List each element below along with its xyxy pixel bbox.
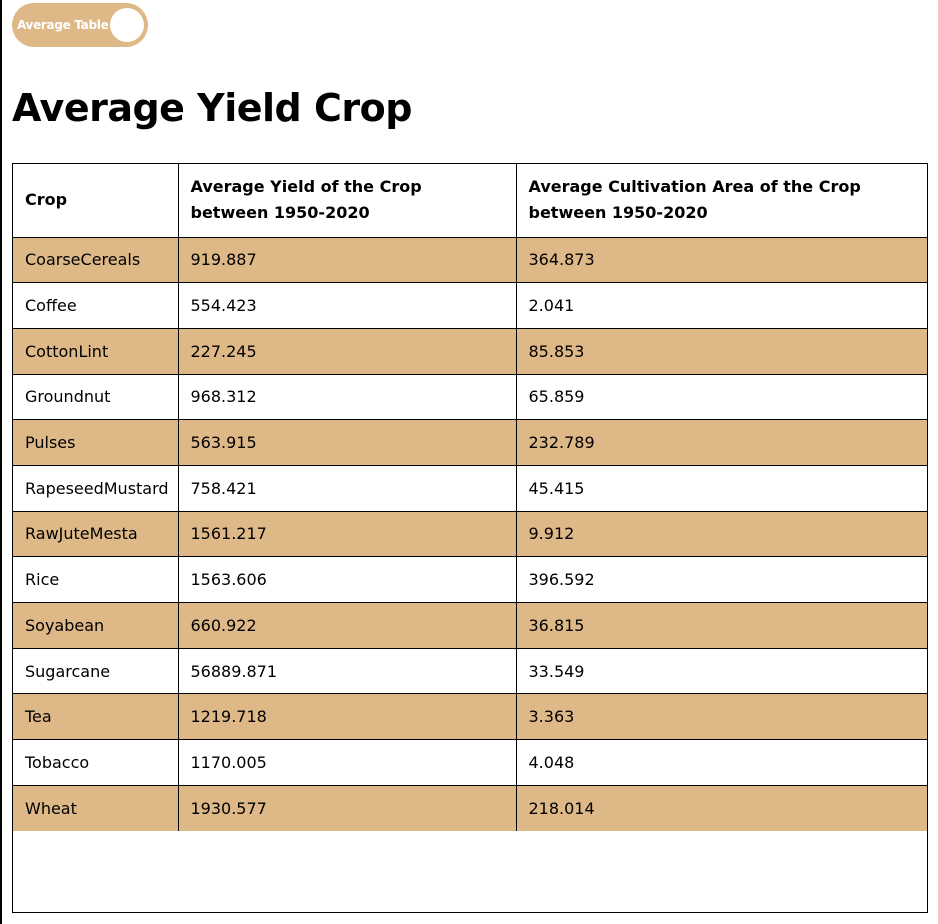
cell-crop: Soyabean <box>13 602 178 649</box>
table-row: CottonLint 227.245 85.853 <box>13 328 927 375</box>
cell-area: 218.014 <box>515 785 927 831</box>
cell-crop: CottonLint <box>13 328 178 375</box>
cell-yield: 919.887 <box>177 237 516 284</box>
table-row: Tobacco 1170.005 4.048 <box>13 739 927 786</box>
table-row: Coffee 554.423 2.041 <box>13 282 927 329</box>
table-row: Sugarcane 56889.871 33.549 <box>13 648 927 695</box>
cell-yield: 1219.718 <box>177 693 516 741</box>
table-row: Rice 1563.606 396.592 <box>13 556 927 603</box>
cell-yield: 554.423 <box>177 282 516 329</box>
header-average-yield: Average Yield of the Crop between 1950-2… <box>177 164 516 238</box>
cell-yield: 968.312 <box>177 374 516 421</box>
table-row: CoarseCereals 919.887 364.873 <box>13 237 927 284</box>
cell-yield: 660.922 <box>177 602 516 649</box>
cell-crop: Sugarcane <box>13 648 178 695</box>
cell-crop: Tobacco <box>13 739 178 786</box>
cell-crop: Rice <box>13 556 178 603</box>
cell-crop: RawJuteMesta <box>13 511 178 558</box>
cell-yield: 1170.005 <box>177 739 516 786</box>
cell-area: 2.041 <box>515 282 927 329</box>
cell-area: 232.789 <box>515 419 927 466</box>
cell-yield: 1561.217 <box>177 511 516 558</box>
cell-yield: 758.421 <box>177 465 516 512</box>
cell-crop: CoarseCereals <box>13 237 178 284</box>
toggle-label: Average Table <box>17 18 109 32</box>
cell-yield: 56889.871 <box>177 648 516 695</box>
header-average-area: Average Cultivation Area of the Crop bet… <box>515 164 927 238</box>
table-row: Tea 1219.718 3.363 <box>13 693 927 741</box>
cell-area: 9.912 <box>515 511 927 558</box>
table-row: Wheat 1930.577 218.014 <box>13 785 927 831</box>
toggle-knob[interactable] <box>110 8 144 42</box>
cell-crop: Wheat <box>13 785 178 831</box>
cell-yield: 563.915 <box>177 419 516 466</box>
cell-yield: 1930.577 <box>177 785 516 831</box>
cell-area: 4.048 <box>515 739 927 786</box>
cell-crop: Tea <box>13 693 178 741</box>
cell-area: 33.549 <box>515 648 927 695</box>
table-row: RapeseedMustard 758.421 45.415 <box>13 465 927 512</box>
header-crop: Crop <box>13 164 178 238</box>
table-row: Pulses 563.915 232.789 <box>13 419 927 466</box>
cell-crop: RapeseedMustard <box>13 465 178 512</box>
cell-yield: 227.245 <box>177 328 516 375</box>
page-title: Average Yield Crop <box>12 86 412 130</box>
average-table-toggle[interactable]: Average Table <box>12 3 148 47</box>
cell-area: 65.859 <box>515 374 927 421</box>
cell-area: 3.363 <box>515 693 927 741</box>
cell-area: 364.873 <box>515 237 927 284</box>
cell-area: 85.853 <box>515 328 927 375</box>
average-yield-table: Crop Average Yield of the Crop between 1… <box>13 164 927 831</box>
cell-yield: 1563.606 <box>177 556 516 603</box>
table-row: RawJuteMesta 1561.217 9.912 <box>13 511 927 558</box>
cell-crop: Groundnut <box>13 374 178 421</box>
table-row: Soyabean 660.922 36.815 <box>13 602 927 649</box>
table-row: Groundnut 968.312 65.859 <box>13 374 927 421</box>
table-header-row: Crop Average Yield of the Crop between 1… <box>13 164 927 238</box>
cell-crop: Pulses <box>13 419 178 466</box>
cell-area: 36.815 <box>515 602 927 649</box>
cell-area: 396.592 <box>515 556 927 603</box>
cell-crop: Coffee <box>13 282 178 329</box>
left-border <box>0 0 2 924</box>
average-table-container: Crop Average Yield of the Crop between 1… <box>12 163 928 913</box>
cell-area: 45.415 <box>515 465 927 512</box>
